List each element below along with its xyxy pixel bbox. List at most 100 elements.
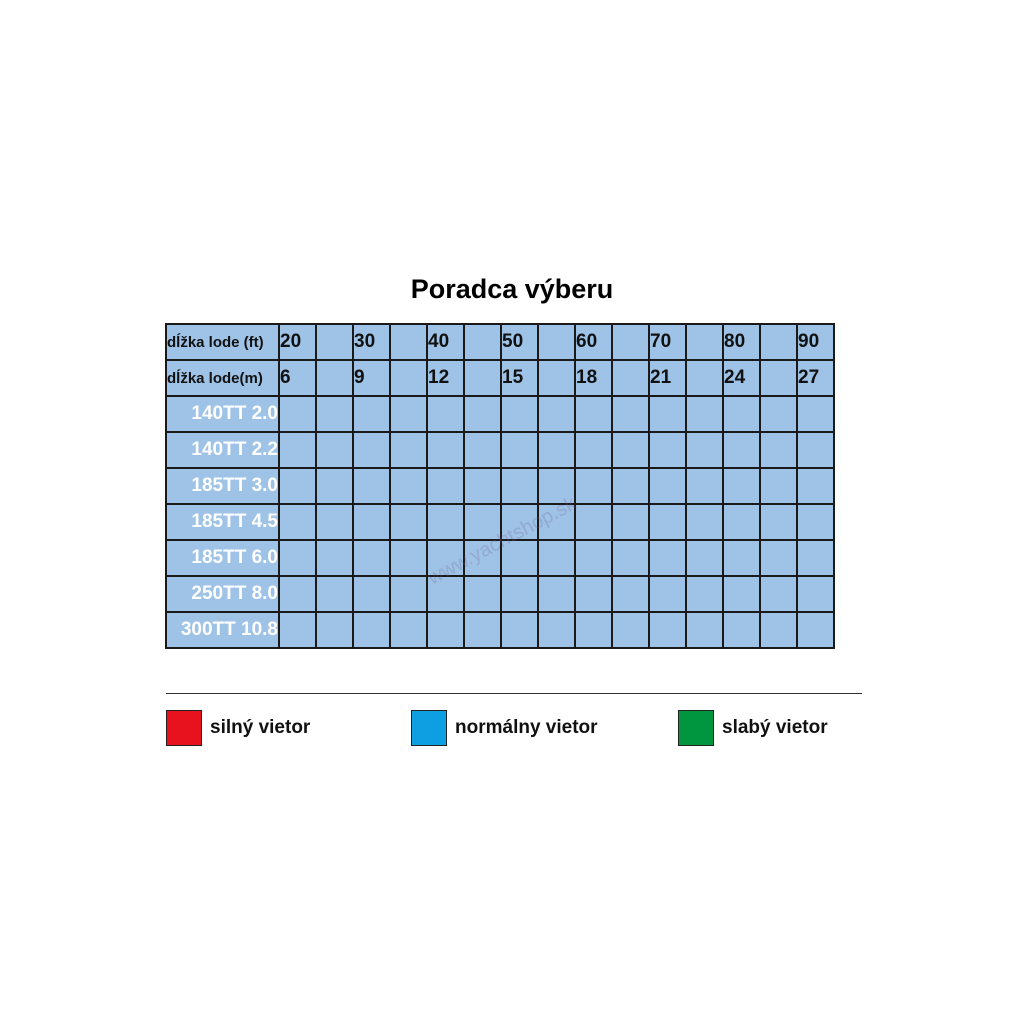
cell-empty bbox=[352, 503, 391, 541]
cell-strong-wind bbox=[352, 467, 391, 505]
header-value: 30 bbox=[352, 323, 391, 361]
cell-empty bbox=[389, 611, 428, 649]
model-label: 185TT 3.0 bbox=[165, 467, 280, 505]
header-value bbox=[463, 359, 502, 397]
cell-empty bbox=[574, 611, 613, 649]
cell-normal-wind bbox=[315, 395, 354, 433]
cell-empty bbox=[537, 503, 576, 541]
header-label: dĺžka lode(m) bbox=[165, 359, 280, 397]
cell-empty bbox=[463, 539, 502, 577]
cell-weak-wind bbox=[352, 395, 391, 433]
cell-empty bbox=[389, 575, 428, 613]
cell-empty bbox=[722, 431, 761, 469]
legend-strong-wind: silný vietor bbox=[166, 710, 310, 746]
cell-empty bbox=[315, 503, 354, 541]
cell-empty bbox=[648, 503, 687, 541]
cell-weak-wind bbox=[648, 575, 687, 613]
model-label: 140TT 2.2 bbox=[165, 431, 280, 469]
cell-empty bbox=[722, 503, 761, 541]
model-row: 185TT 3.0 bbox=[165, 467, 835, 505]
cell-normal-wind bbox=[352, 431, 391, 469]
cell-empty bbox=[315, 539, 354, 577]
header-value: 40 bbox=[426, 323, 465, 361]
header-value bbox=[315, 323, 354, 361]
header-value bbox=[315, 359, 354, 397]
header-value bbox=[389, 359, 428, 397]
legend-swatch-green bbox=[678, 710, 714, 746]
cell-empty bbox=[574, 467, 613, 505]
header-label: dĺžka lode (ft) bbox=[165, 323, 280, 361]
cell-strong-wind bbox=[500, 539, 539, 577]
cell-empty bbox=[463, 431, 502, 469]
model-row: 140TT 2.2 bbox=[165, 431, 835, 469]
header-value bbox=[611, 359, 650, 397]
cell-empty bbox=[722, 539, 761, 577]
cell-strong-wind bbox=[278, 395, 317, 433]
header-value: 12 bbox=[426, 359, 465, 397]
header-value: 18 bbox=[574, 359, 613, 397]
cell-empty bbox=[537, 467, 576, 505]
legend-normal-wind: normálny vietor bbox=[411, 710, 598, 746]
cell-empty bbox=[278, 503, 317, 541]
cell-empty bbox=[685, 431, 724, 469]
cell-empty bbox=[611, 467, 650, 505]
cell-empty bbox=[796, 395, 835, 433]
cell-empty bbox=[796, 575, 835, 613]
cell-empty bbox=[648, 539, 687, 577]
header-value: 6 bbox=[278, 359, 317, 397]
model-row: 185TT 4.5 bbox=[165, 503, 835, 541]
cell-empty bbox=[685, 539, 724, 577]
cell-empty bbox=[537, 431, 576, 469]
header-row: dĺžka lode (ft) 20 30 40 50 60 70 80 90 bbox=[165, 323, 835, 361]
header-value: 20 bbox=[278, 323, 317, 361]
cell-empty bbox=[611, 503, 650, 541]
model-row: 185TT 6.0 bbox=[165, 539, 835, 577]
cell-empty bbox=[759, 467, 798, 505]
cell-empty bbox=[574, 395, 613, 433]
header-value: 70 bbox=[648, 323, 687, 361]
header-value: 90 bbox=[796, 323, 835, 361]
model-label: 140TT 2.0 bbox=[165, 395, 280, 433]
cell-empty bbox=[759, 539, 798, 577]
header-value: 24 bbox=[722, 359, 761, 397]
cell-empty bbox=[426, 539, 465, 577]
cell-normal-wind bbox=[537, 539, 576, 577]
cell-empty bbox=[685, 395, 724, 433]
cell-empty bbox=[463, 395, 502, 433]
cell-normal-wind bbox=[611, 575, 650, 613]
cell-normal-wind bbox=[463, 503, 502, 541]
cell-weak-wind bbox=[574, 539, 613, 577]
legend-label: slabý vietor bbox=[722, 717, 828, 738]
cell-empty bbox=[759, 431, 798, 469]
cell-empty bbox=[722, 575, 761, 613]
cell-empty bbox=[537, 611, 576, 649]
cell-empty bbox=[463, 467, 502, 505]
legend-label: silný vietor bbox=[210, 717, 311, 738]
cell-empty bbox=[537, 575, 576, 613]
cell-empty bbox=[315, 467, 354, 505]
cell-empty bbox=[278, 575, 317, 613]
cell-empty bbox=[685, 503, 724, 541]
header-value bbox=[685, 323, 724, 361]
model-label: 185TT 6.0 bbox=[165, 539, 280, 577]
cell-empty bbox=[759, 503, 798, 541]
cell-weak-wind bbox=[759, 611, 798, 649]
cell-empty bbox=[537, 395, 576, 433]
cell-empty bbox=[426, 395, 465, 433]
cell-empty bbox=[611, 395, 650, 433]
header-value: 15 bbox=[500, 359, 539, 397]
cell-empty bbox=[796, 503, 835, 541]
header-value bbox=[685, 359, 724, 397]
cell-empty bbox=[685, 575, 724, 613]
cell-empty bbox=[500, 467, 539, 505]
cell-empty bbox=[500, 431, 539, 469]
cell-empty bbox=[796, 611, 835, 649]
cell-empty bbox=[500, 611, 539, 649]
header-value bbox=[759, 359, 798, 397]
cell-empty bbox=[352, 539, 391, 577]
cell-empty bbox=[611, 431, 650, 469]
header-value bbox=[537, 359, 576, 397]
legend-label: normálny vietor bbox=[455, 717, 598, 738]
cell-empty bbox=[426, 431, 465, 469]
cell-empty bbox=[278, 539, 317, 577]
